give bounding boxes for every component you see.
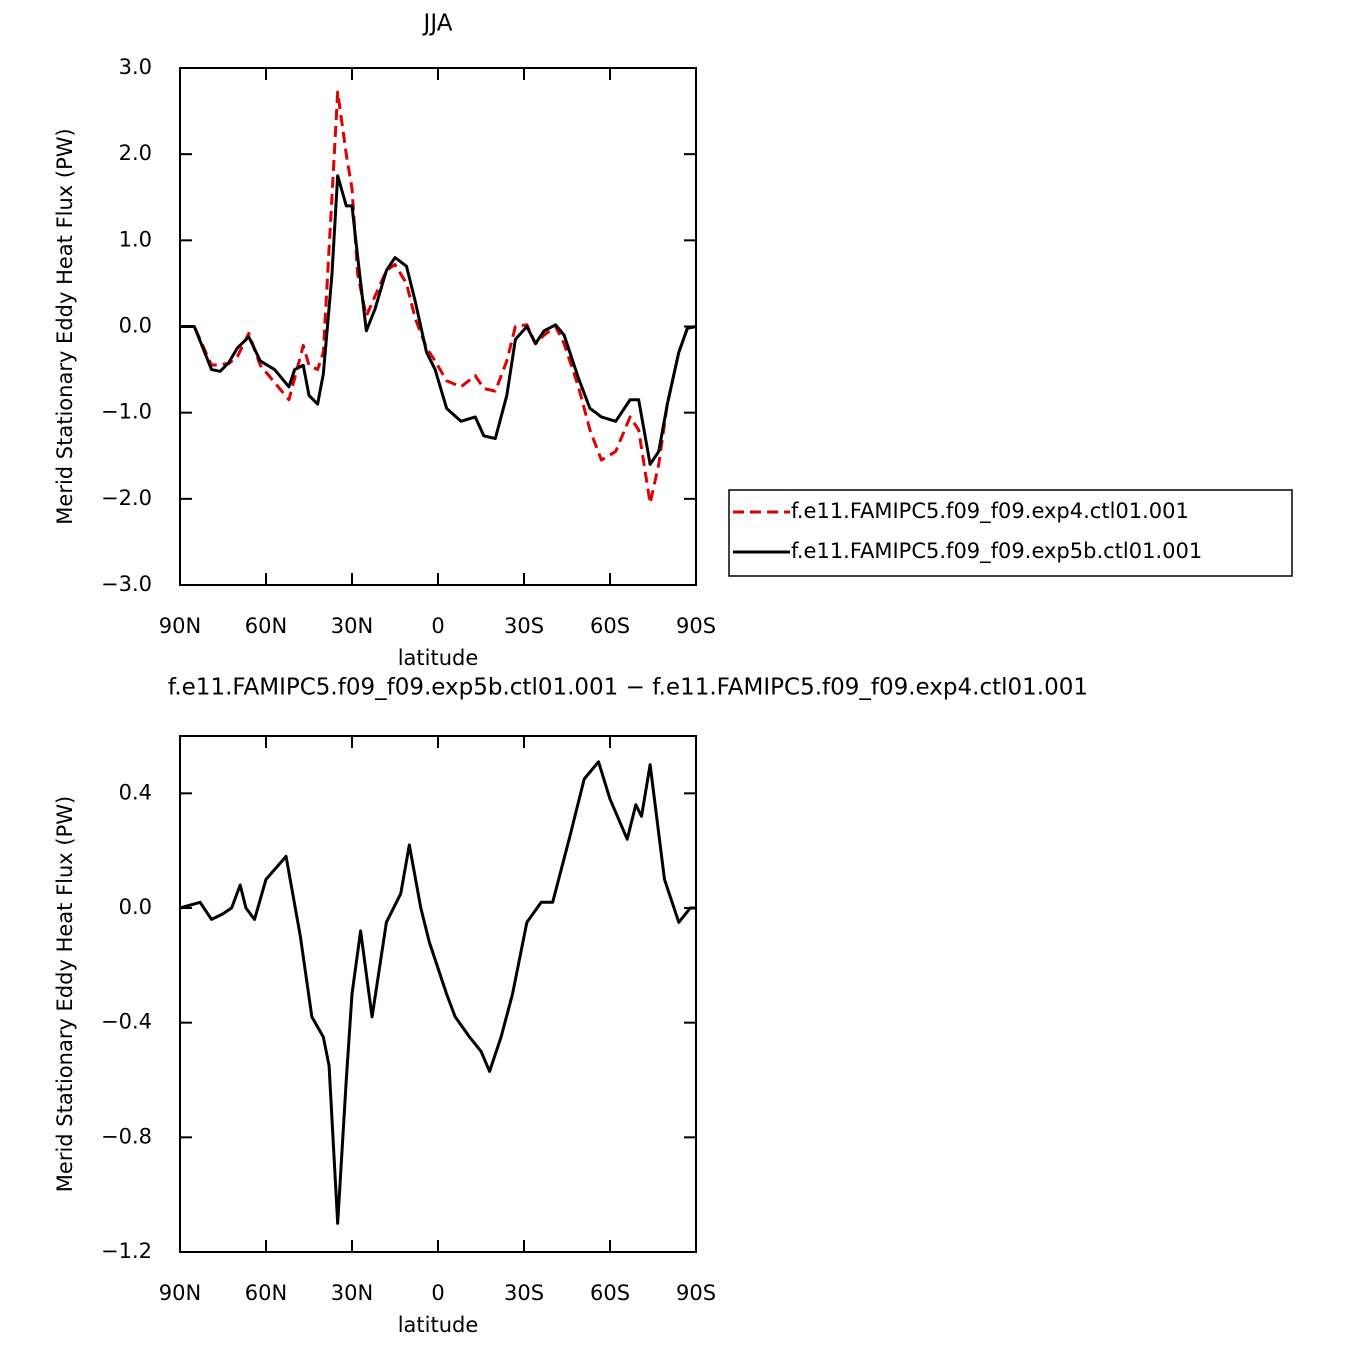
x-tick-label: 60N (245, 1281, 287, 1305)
x-tick-label: 60S (590, 1281, 630, 1305)
y-tick-label: −1.2 (101, 1239, 152, 1263)
x-tick-label: 0 (431, 614, 444, 638)
chart-title: f.e11.FAMIPC5.f09_f09.exp5b.ctl01.001 − … (168, 675, 1088, 701)
x-tick-label: 60S (590, 614, 630, 638)
y-tick-label: 3.0 (119, 55, 152, 79)
legend-box (728, 489, 1293, 577)
y-axis-label: Merid Stationary Eddy Heat Flux (PW) (53, 128, 77, 524)
y-tick-label: −3.0 (101, 572, 152, 596)
x-tick-label: 30N (331, 614, 373, 638)
x-tick-label: 90S (676, 1281, 716, 1305)
y-tick-label: 2.0 (119, 141, 152, 165)
plot-frame (179, 67, 697, 586)
y-tick-label: 1.0 (119, 227, 152, 251)
y-tick-label: 0.0 (119, 895, 152, 919)
x-tick-label: 60N (245, 614, 287, 638)
y-tick-label: −2.0 (101, 486, 152, 510)
x-axis-label: latitude (398, 646, 479, 670)
y-tick-label: 0.4 (119, 780, 152, 804)
legend-label: f.e11.FAMIPC5.f09_f09.exp5b.ctl01.001 (791, 539, 1202, 564)
x-axis-label: latitude (398, 1313, 479, 1337)
chart-title: JJA (422, 11, 453, 37)
x-tick-label: 90S (676, 614, 716, 638)
y-tick-label: −0.4 (101, 1010, 152, 1034)
plot-frame (179, 735, 697, 1253)
legend-label: f.e11.FAMIPC5.f09_f09.exp4.ctl01.001 (791, 499, 1189, 524)
x-tick-label: 30N (331, 1281, 373, 1305)
x-tick-label: 90N (159, 1281, 201, 1305)
data-line (179, 760, 696, 1225)
y-tick-label: −1.0 (101, 400, 152, 424)
data-line (180, 174, 697, 466)
x-tick-label: 30S (504, 614, 544, 638)
x-tick-label: 90N (159, 614, 201, 638)
x-tick-label: 0 (431, 1281, 444, 1305)
y-axis-label: Merid Stationary Eddy Heat Flux (PW) (53, 796, 77, 1192)
x-tick-label: 30S (504, 1281, 544, 1305)
y-tick-label: −0.8 (101, 1124, 152, 1148)
data-line (180, 90, 697, 505)
y-tick-label: 0.0 (119, 314, 152, 338)
